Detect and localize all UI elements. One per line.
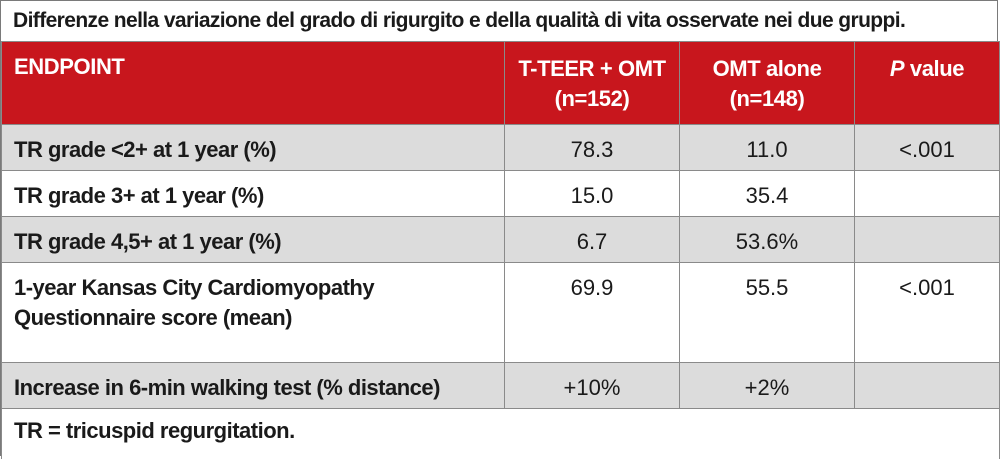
- omt-value-cell: 55.5: [679, 262, 855, 363]
- header-endpoint: ENDPOINT: [1, 41, 505, 125]
- table-row: TR grade <2+ at 1 year (%) 78.3 11.0 <.0…: [1, 124, 1000, 171]
- tteer-value-cell: 15.0: [504, 170, 680, 217]
- header-omt-alone-n: (n=148): [729, 86, 805, 111]
- p-value-cell: [854, 170, 1000, 217]
- footnote-row: TR = tricuspid regurgitation.: [1, 408, 1000, 459]
- header-tteer-omt: T-TEER + OMT (n=152): [504, 41, 680, 125]
- omt-value-cell: 35.4: [679, 170, 855, 217]
- p-value-cell: [854, 216, 1000, 263]
- omt-value-cell: +2%: [679, 362, 855, 409]
- endpoint-cell: TR grade 3+ at 1 year (%): [1, 170, 505, 217]
- header-tteer-omt-n: (n=152): [554, 86, 630, 111]
- tteer-value-cell: 6.7: [504, 216, 680, 263]
- table-row: Increase in 6-min walking test (% distan…: [1, 362, 1000, 409]
- endpoint-line-2: Questionnaire score (mean): [14, 305, 292, 330]
- p-value-cell: <.001: [854, 124, 1000, 171]
- tteer-value-cell: 78.3: [504, 124, 680, 171]
- header-p-value: P value: [854, 41, 1000, 125]
- tteer-value-cell: +10%: [504, 362, 680, 409]
- omt-value-cell: 11.0: [679, 124, 855, 171]
- omt-value-cell: 53.6%: [679, 216, 855, 263]
- results-table: ENDPOINT T-TEER + OMT (n=152) OMT alone …: [1, 41, 1000, 459]
- endpoint-cell: 1-year Kansas City Cardiomyopathy Questi…: [1, 262, 505, 363]
- table-row: TR grade 3+ at 1 year (%) 15.0 35.4: [1, 170, 1000, 217]
- header-omt-alone-label: OMT alone: [712, 56, 822, 81]
- endpoint-line-1: 1-year Kansas City Cardiomyopathy: [14, 275, 375, 300]
- p-value-cell: <.001: [854, 262, 1000, 363]
- header-p-rest: value: [904, 56, 965, 81]
- tteer-value-cell: 69.9: [504, 262, 680, 363]
- table-caption: Differenze nella variazione del grado di…: [1, 1, 997, 41]
- endpoint-cell: Increase in 6-min walking test (% distan…: [1, 362, 505, 409]
- table-row: TR grade 4,5+ at 1 year (%) 6.7 53.6%: [1, 216, 1000, 263]
- table-row: 1-year Kansas City Cardiomyopathy Questi…: [1, 262, 1000, 363]
- table-footnote: TR = tricuspid regurgitation.: [1, 408, 1000, 459]
- header-tteer-omt-label: T-TEER + OMT: [518, 56, 666, 81]
- endpoint-cell: TR grade <2+ at 1 year (%): [1, 124, 505, 171]
- endpoint-cell: TR grade 4,5+ at 1 year (%): [1, 216, 505, 263]
- table-header-row: ENDPOINT T-TEER + OMT (n=152) OMT alone …: [1, 41, 1000, 125]
- header-p-letter: P: [889, 56, 905, 81]
- header-omt-alone: OMT alone (n=148): [679, 41, 855, 125]
- p-value-cell: [854, 362, 1000, 409]
